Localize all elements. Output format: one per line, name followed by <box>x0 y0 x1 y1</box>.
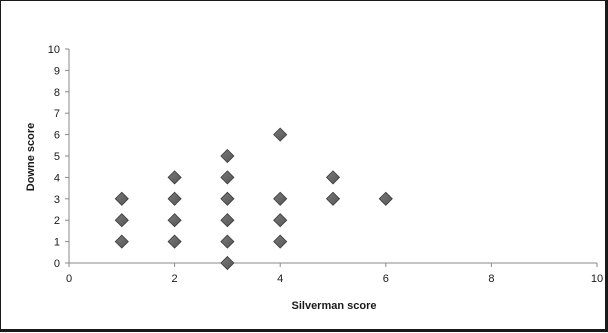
data-point <box>221 257 234 270</box>
data-point <box>115 235 128 248</box>
x-tick-label: 2 <box>172 273 178 285</box>
x-axis-ticks: 0 2 4 6 8 10 <box>66 263 603 285</box>
y-tick-label: 2 <box>54 215 60 227</box>
data-point <box>221 214 234 227</box>
data-point <box>168 171 181 184</box>
y-tick-label: 3 <box>54 194 60 206</box>
data-point <box>221 171 234 184</box>
y-tick-label: 9 <box>54 65 60 77</box>
data-point <box>274 214 287 227</box>
y-axis-title: Downe score <box>25 123 37 191</box>
data-point <box>327 171 340 184</box>
x-tick-label: 8 <box>488 273 494 285</box>
x-tick-label: 6 <box>383 273 389 285</box>
y-axis-ticks: 0 1 2 3 4 5 6 7 8 9 10 <box>48 44 69 270</box>
data-point <box>168 214 181 227</box>
data-point <box>274 235 287 248</box>
data-point <box>274 192 287 205</box>
data-point <box>168 235 181 248</box>
y-tick-label: 0 <box>54 258 60 270</box>
data-point <box>115 214 128 227</box>
y-tick-label: 4 <box>54 172 60 184</box>
x-tick-label: 4 <box>277 273 283 285</box>
data-point <box>168 192 181 205</box>
y-tick-label: 5 <box>54 151 60 163</box>
y-tick-label: 10 <box>48 44 60 56</box>
data-point <box>115 192 128 205</box>
axes <box>69 49 597 263</box>
y-tick-label: 8 <box>54 87 60 99</box>
data-point <box>221 235 234 248</box>
data-point <box>327 192 340 205</box>
y-tick-label: 1 <box>54 237 60 249</box>
data-point <box>221 150 234 163</box>
y-tick-label: 7 <box>54 108 60 120</box>
data-point <box>221 192 234 205</box>
data-point <box>274 128 287 141</box>
y-tick-label: 6 <box>54 130 60 142</box>
x-tick-label: 0 <box>66 273 72 285</box>
data-point <box>379 192 392 205</box>
data-points <box>115 128 392 269</box>
x-axis-title: Silverman score <box>292 300 377 312</box>
x-tick-label: 10 <box>591 273 603 285</box>
